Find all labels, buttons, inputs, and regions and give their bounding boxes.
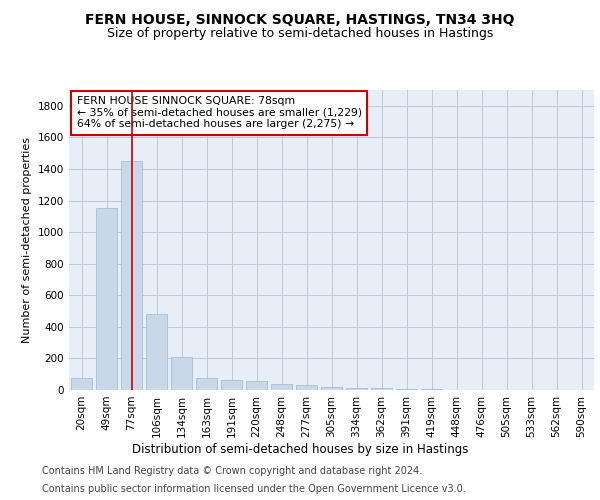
Bar [321,387,342,390]
Bar [96,208,117,390]
Bar [196,378,217,390]
Bar [246,382,267,390]
Bar [221,380,242,390]
Bar [296,386,317,390]
Bar [146,314,167,390]
Bar [171,357,192,390]
Bar [271,384,292,390]
Text: Size of property relative to semi-detached houses in Hastings: Size of property relative to semi-detach… [107,28,493,40]
Text: FERN HOUSE SINNOCK SQUARE: 78sqm
← 35% of semi-detached houses are smaller (1,22: FERN HOUSE SINNOCK SQUARE: 78sqm ← 35% o… [77,96,362,129]
Text: Contains public sector information licensed under the Open Government Licence v3: Contains public sector information licen… [42,484,466,494]
Bar [396,389,417,390]
Text: Contains HM Land Registry data © Crown copyright and database right 2024.: Contains HM Land Registry data © Crown c… [42,466,422,476]
Bar [371,388,392,390]
Y-axis label: Number of semi-detached properties: Number of semi-detached properties [22,137,32,343]
Bar [346,388,367,390]
Bar [71,378,92,390]
Text: FERN HOUSE, SINNOCK SQUARE, HASTINGS, TN34 3HQ: FERN HOUSE, SINNOCK SQUARE, HASTINGS, TN… [85,12,515,26]
Bar [121,161,142,390]
Text: Distribution of semi-detached houses by size in Hastings: Distribution of semi-detached houses by … [132,442,468,456]
